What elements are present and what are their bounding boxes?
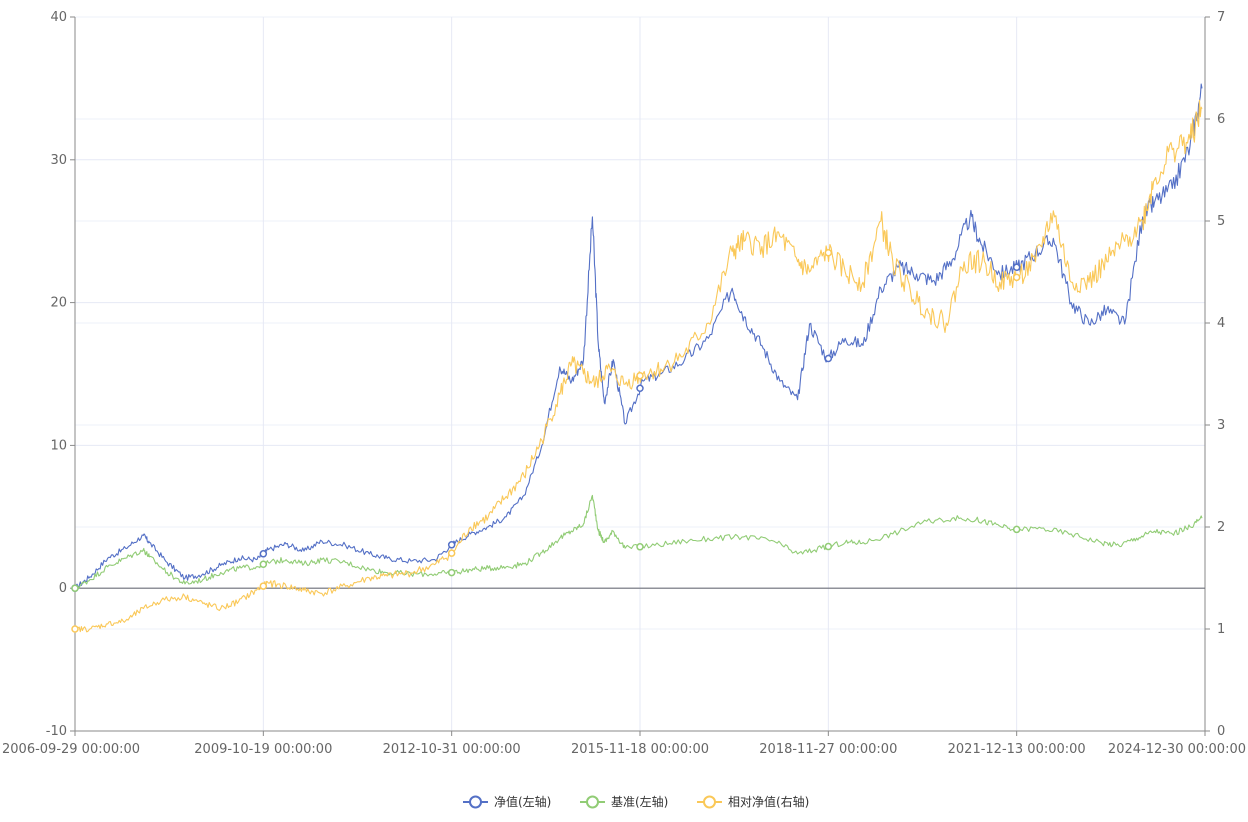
y-left-tick-label: 0 — [59, 581, 67, 596]
series-marker-0 — [824, 354, 833, 363]
legend-item[interactable]: 净值(左轴) — [463, 794, 551, 809]
series-marker-1 — [259, 560, 268, 569]
x-tick-label: 2024-12-30 00:00:00 — [1108, 742, 1246, 757]
series-marker-0 — [636, 384, 644, 393]
series-marker-0 — [259, 550, 268, 558]
y-left-tick-label: 20 — [50, 296, 67, 311]
series-marker-2 — [1012, 273, 1021, 282]
series-marker-1 — [71, 584, 79, 592]
y-right-tick-label: 2 — [1217, 520, 1225, 535]
y-left-tick-label: -10 — [46, 724, 67, 739]
legend-swatch-circle — [586, 795, 599, 809]
series-marker-2 — [259, 582, 268, 590]
x-tick-label: 2021-12-13 00:00:00 — [948, 742, 1086, 757]
x-tick-label: 2006-09-29 00:00:00 — [2, 742, 140, 757]
y-right-tick-label: 6 — [1217, 112, 1225, 127]
y-left-tick-label: 40 — [50, 10, 67, 25]
legend-swatch-circle — [469, 795, 482, 809]
y-left-tick-label: 30 — [50, 153, 67, 168]
y-right-tick-label: 0 — [1217, 724, 1225, 739]
series-marker-2 — [636, 371, 644, 380]
series-marker-1 — [1012, 525, 1021, 534]
y-right-tick-label: 1 — [1217, 622, 1225, 637]
x-tick-label: 2015-11-18 00:00:00 — [571, 742, 709, 757]
y-right-tick-label: 5 — [1217, 214, 1225, 229]
legend-item[interactable]: 基准(左轴) — [580, 794, 668, 809]
y-right-tick-label: 3 — [1217, 418, 1225, 433]
series-marker-1 — [447, 568, 456, 577]
series-marker-2 — [824, 248, 833, 257]
series-marker-2 — [71, 625, 79, 633]
x-tick-label: 2012-10-31 00:00:00 — [383, 742, 521, 757]
series-marker-0 — [1012, 263, 1021, 272]
series-marker-1 — [824, 542, 833, 551]
series-marker-1 — [636, 543, 644, 551]
y-right-tick-label: 4 — [1217, 316, 1225, 331]
series-line-2 — [74, 99, 1203, 633]
legend-label: 净值(左轴) — [494, 794, 551, 809]
legend: 净值(左轴) 基准(左轴) 相对净值(右轴) — [463, 794, 809, 809]
legend-swatch-circle — [703, 795, 716, 809]
y-left-tick-label: 10 — [50, 438, 67, 453]
x-tick-label: 2009-10-19 00:00:00 — [194, 742, 332, 757]
series-marker-0 — [447, 541, 456, 549]
legend-label: 相对净值(右轴) — [728, 794, 809, 809]
legend-label: 基准(左轴) — [611, 794, 668, 809]
series-lines — [71, 83, 1203, 633]
x-tick-label: 2018-11-27 00:00:00 — [759, 742, 897, 757]
y-right-tick-label: 7 — [1217, 10, 1225, 25]
series-marker-2 — [447, 549, 456, 557]
series-line-1 — [74, 494, 1203, 589]
legend-item[interactable]: 相对净值(右轴) — [697, 794, 809, 809]
